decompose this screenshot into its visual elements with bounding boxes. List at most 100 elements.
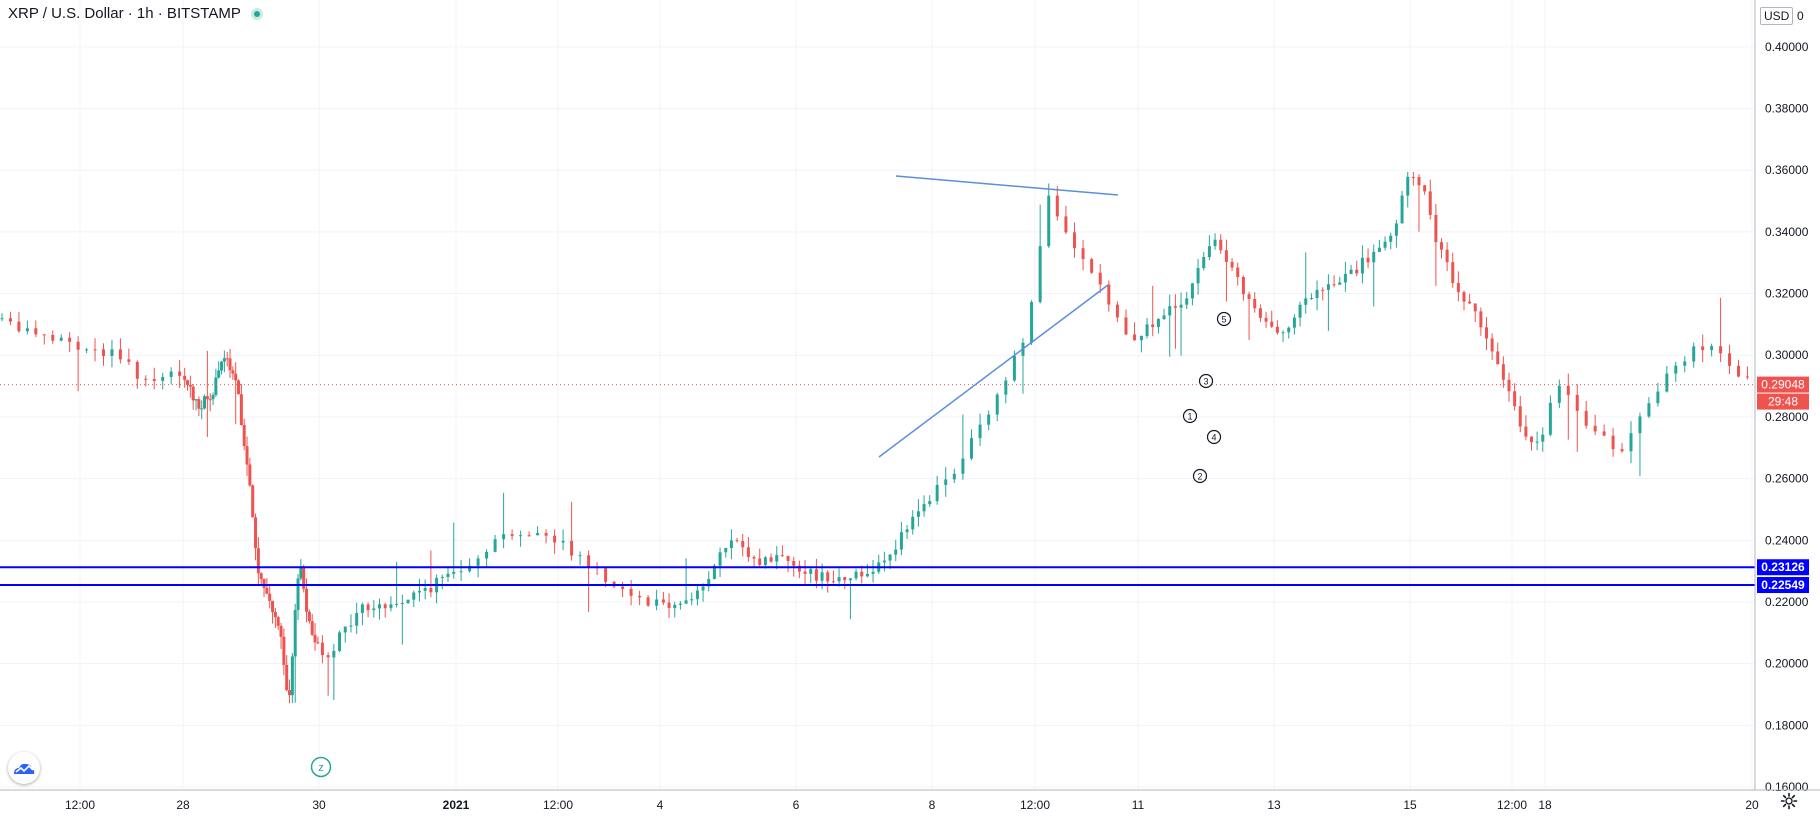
candle xyxy=(905,525,909,539)
candle xyxy=(911,510,915,535)
candle-body xyxy=(296,578,300,611)
candle-body xyxy=(1496,351,1500,365)
candle xyxy=(493,535,497,553)
candle-body xyxy=(1417,176,1421,186)
y-tick-label: 0.36000 xyxy=(1765,163,1809,177)
x-tick-label: 4 xyxy=(657,798,664,812)
candle xyxy=(332,643,336,701)
candle xyxy=(1665,366,1669,393)
candle-body xyxy=(1139,335,1143,341)
candle-body xyxy=(1434,214,1438,243)
candle-body xyxy=(961,458,965,474)
candle xyxy=(1406,171,1410,208)
candle xyxy=(969,429,973,461)
candle xyxy=(987,410,991,431)
candle xyxy=(429,550,433,598)
candle-body xyxy=(1038,246,1042,303)
candle-body xyxy=(279,625,283,637)
gear-icon[interactable] xyxy=(1778,790,1800,812)
candle-body xyxy=(316,642,320,644)
current-price-label: 0.29048 xyxy=(1761,378,1805,392)
candle-body xyxy=(1501,364,1505,380)
candle xyxy=(1072,222,1076,258)
symbol-title-text: XRP / U.S. Dollar · 1h · BITSTAMP xyxy=(8,5,241,22)
candle xyxy=(1292,314,1296,335)
candle xyxy=(707,571,711,592)
trendline-drawings[interactable] xyxy=(878,175,1119,458)
candle xyxy=(684,558,688,604)
candle xyxy=(239,383,243,426)
candle-body xyxy=(378,604,382,609)
candle-body xyxy=(899,532,903,550)
candle xyxy=(1321,287,1325,301)
candle xyxy=(1535,431,1539,451)
candle-body xyxy=(1207,246,1211,258)
candle-body xyxy=(905,529,909,533)
candle-body xyxy=(25,328,29,332)
candle-body xyxy=(1326,284,1330,290)
candle-body xyxy=(423,588,427,591)
candle-body xyxy=(271,600,275,612)
candle xyxy=(775,546,779,570)
level-price-label: 0.23126 xyxy=(1761,560,1805,574)
candle xyxy=(961,414,965,480)
candle xyxy=(383,602,387,618)
candle xyxy=(1524,415,1528,441)
candle-body xyxy=(854,571,858,579)
candle xyxy=(1304,252,1308,314)
candle xyxy=(1683,356,1687,373)
trendline[interactable] xyxy=(878,284,1109,458)
candle xyxy=(826,569,830,593)
candle-body xyxy=(234,373,238,381)
candle xyxy=(1047,183,1051,248)
candle-body xyxy=(248,464,252,486)
candle xyxy=(400,594,404,645)
candle-body xyxy=(372,608,376,611)
candle-body xyxy=(68,337,72,342)
wave-label-4: 4 xyxy=(1206,429,1222,445)
candle xyxy=(144,375,148,387)
countdown-label: 29:48 xyxy=(1768,395,1798,409)
candle-body xyxy=(299,566,303,579)
candle-body xyxy=(1400,195,1404,224)
candle-body xyxy=(493,539,497,552)
trendline[interactable] xyxy=(895,175,1119,196)
candle-body xyxy=(468,565,472,572)
cloud-logo-icon[interactable] xyxy=(8,752,40,784)
candle-body xyxy=(1213,239,1217,247)
symbol-title[interactable]: XRP / U.S. Dollar · 1h · BITSTAMP xyxy=(8,5,263,22)
candle-body xyxy=(570,540,574,556)
candle-body xyxy=(1665,373,1669,392)
candle xyxy=(1728,344,1732,375)
candle-body xyxy=(935,484,939,502)
wave-label-text: 3 xyxy=(1203,377,1208,387)
candle-body xyxy=(536,532,540,536)
candle xyxy=(228,348,232,378)
candle-body xyxy=(928,501,932,505)
candle xyxy=(76,336,80,392)
candle-body xyxy=(655,599,659,606)
candle xyxy=(843,577,847,589)
candle-body xyxy=(621,586,625,589)
wave-label-2: 2 xyxy=(1192,468,1208,484)
currency-button[interactable]: USD xyxy=(1760,7,1794,25)
candle-body xyxy=(1247,294,1251,300)
candle xyxy=(1462,290,1466,311)
candle-body xyxy=(208,399,212,401)
candle-body xyxy=(320,642,324,656)
candle xyxy=(1207,235,1211,261)
candle-body xyxy=(1004,380,1008,395)
candle-body xyxy=(510,534,514,536)
candle xyxy=(578,551,582,566)
candle-body xyxy=(307,611,311,622)
candle xyxy=(1541,427,1545,452)
candle xyxy=(1281,330,1285,342)
horizontal-levels[interactable]: 0.29048 29:48 0.23126 0.22549 xyxy=(0,376,1809,594)
candle xyxy=(1270,310,1274,328)
candle xyxy=(544,529,548,544)
candle xyxy=(561,529,565,551)
candle xyxy=(459,559,463,581)
candle-body xyxy=(1647,403,1651,417)
candle-body xyxy=(763,557,767,565)
